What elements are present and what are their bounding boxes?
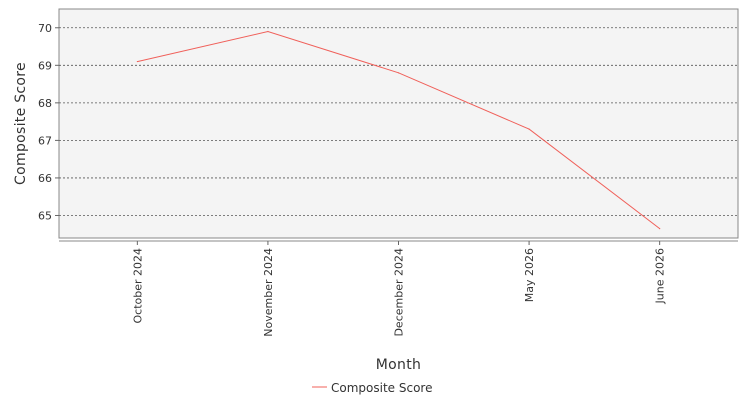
x-axis-title: Month: [376, 357, 421, 373]
series-group: [136, 30, 661, 230]
y-tick-label: 67: [38, 134, 52, 147]
plot-area: [58, 8, 739, 239]
y-axis-title: Composite Score: [13, 62, 29, 185]
x-tick-label: November 2024: [262, 248, 275, 337]
grid-lines: [59, 27, 738, 216]
y-tick-label: 69: [38, 59, 52, 72]
data-point: [659, 228, 661, 230]
legend: Composite Score: [312, 381, 432, 395]
data-point: [267, 30, 269, 33]
x-tick-label: June 2026: [654, 248, 667, 304]
y-tick-label: 68: [38, 97, 52, 110]
y-tick-label: 65: [38, 209, 52, 222]
x-tick-label: December 2024: [393, 248, 406, 337]
y-tick-label: 66: [38, 172, 52, 185]
data-point: [528, 128, 530, 130]
legend-label-composite-score: Composite Score: [331, 381, 432, 395]
x-tick-label: October 2024: [131, 248, 144, 324]
x-tick-label: May 2026: [523, 248, 536, 302]
data-point: [136, 60, 138, 63]
y-axis: 65 66 67 68 69 70: [38, 22, 59, 222]
x-axis: October 2024 November 2024 December 2024 Ma…: [59, 240, 738, 337]
y-tick-label: 70: [38, 22, 52, 35]
data-point: [397, 72, 400, 74]
